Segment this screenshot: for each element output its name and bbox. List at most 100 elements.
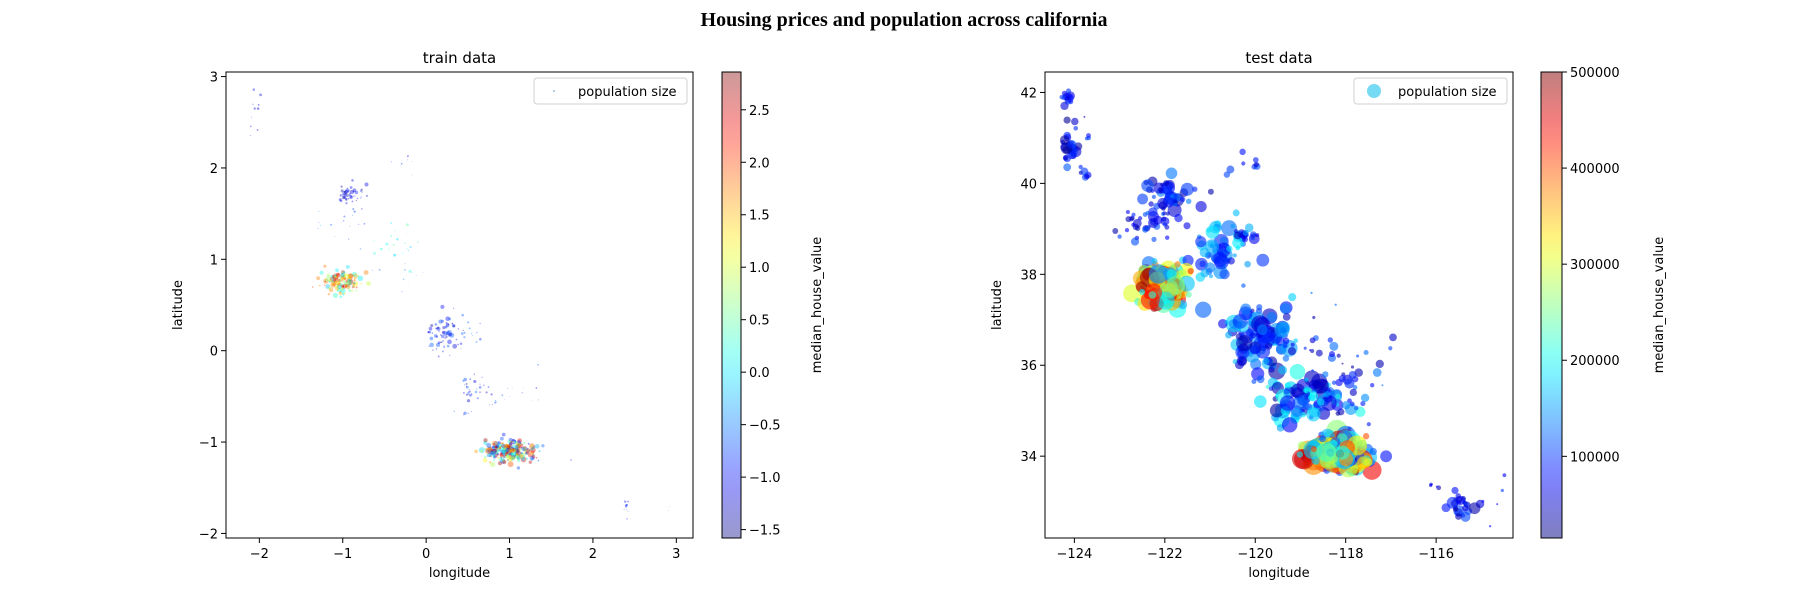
- data-point: [328, 287, 334, 293]
- data-point: [526, 448, 529, 451]
- data-point: [342, 195, 347, 199]
- data-point: [516, 449, 520, 454]
- data-point: [501, 450, 506, 454]
- data-point: [1173, 202, 1178, 207]
- data-point: [1235, 245, 1241, 251]
- colorbar-label: median_house_value: [810, 237, 825, 373]
- data-point: [499, 447, 504, 452]
- data-point: [492, 446, 496, 449]
- data-point: [1256, 324, 1268, 336]
- data-point: [366, 281, 371, 286]
- colorbar-label: median_house_value: [1652, 237, 1667, 373]
- data-point: [1063, 116, 1071, 124]
- data-point: [507, 445, 511, 450]
- data-point: [341, 285, 345, 288]
- data-point: [538, 450, 541, 453]
- legend-label: population size: [578, 85, 677, 100]
- data-point: [339, 278, 344, 282]
- data-point: [332, 283, 335, 286]
- data-point: [498, 445, 500, 447]
- data-point: [627, 500, 629, 503]
- data-point: [1282, 313, 1291, 321]
- data-point: [1159, 282, 1169, 292]
- data-point: [1281, 417, 1298, 433]
- data-point: [389, 250, 391, 252]
- data-point: [517, 442, 524, 449]
- data-point: [505, 445, 512, 452]
- data-point: [506, 453, 509, 456]
- data-point: [494, 445, 499, 450]
- data-point: [499, 443, 502, 447]
- data-point: [1288, 293, 1297, 302]
- data-point: [508, 451, 513, 455]
- colorbar-frame: [721, 71, 742, 539]
- data-point: [448, 317, 452, 321]
- data-point: [452, 324, 456, 328]
- data-point: [522, 441, 526, 445]
- data-point: [343, 271, 346, 274]
- data-point: [490, 393, 493, 396]
- data-point: [495, 445, 499, 448]
- data-point: [514, 454, 520, 459]
- data-point: [503, 444, 509, 449]
- data-point: [478, 447, 485, 454]
- data-point: [486, 443, 492, 448]
- data-point: [1174, 213, 1183, 223]
- x-axis-label: longitude: [1248, 566, 1309, 581]
- data-point: [448, 325, 450, 327]
- data-point: [1065, 88, 1072, 94]
- data-point: [326, 273, 330, 277]
- data-point: [353, 210, 356, 213]
- data-point: [479, 337, 482, 341]
- data-point: [499, 456, 505, 463]
- data-point: [463, 331, 466, 334]
- data-point: [504, 449, 507, 453]
- x-tick-label: 3: [672, 547, 680, 562]
- data-point: [479, 322, 481, 325]
- data-point: [486, 453, 491, 458]
- data-point: [1282, 337, 1290, 345]
- data-point: [1290, 407, 1303, 421]
- data-point: [495, 445, 500, 450]
- data-point: [428, 345, 430, 347]
- data-point: [1388, 346, 1393, 351]
- data-point: [502, 459, 505, 462]
- y-axis-label: latitude: [990, 280, 1005, 330]
- data-point: [361, 208, 363, 210]
- data-point: [532, 445, 536, 449]
- data-point: [500, 449, 506, 455]
- data-point: [512, 387, 513, 388]
- y-tick-label: −1: [199, 436, 218, 451]
- data-point: [476, 397, 479, 400]
- data-point: [507, 450, 510, 453]
- data-point: [1335, 445, 1350, 460]
- data-point: [1086, 133, 1091, 138]
- data-point: [1241, 161, 1246, 166]
- data-point: [463, 377, 468, 382]
- data-point: [501, 447, 508, 454]
- data-point: [1059, 94, 1064, 100]
- data-point: [465, 382, 468, 385]
- data-point: [1062, 155, 1069, 161]
- colorbar-tick-label: 200000: [1570, 354, 1620, 369]
- data-point: [496, 453, 499, 456]
- data-point: [338, 291, 343, 296]
- data-point: [337, 278, 341, 282]
- data-point: [513, 448, 518, 452]
- data-point: [356, 275, 360, 278]
- data-point: [406, 223, 409, 227]
- data-point: [457, 328, 460, 330]
- data-point: [319, 270, 324, 275]
- data-point: [329, 280, 332, 283]
- data-point: [1148, 264, 1169, 284]
- data-point: [348, 273, 353, 279]
- data-point: [323, 264, 327, 268]
- data-point: [345, 283, 351, 289]
- data-point: [510, 448, 514, 451]
- data-point: [1264, 342, 1273, 350]
- data-point: [342, 283, 348, 289]
- data-point: [485, 391, 488, 394]
- data-point: [437, 355, 440, 358]
- data-point: [505, 454, 511, 459]
